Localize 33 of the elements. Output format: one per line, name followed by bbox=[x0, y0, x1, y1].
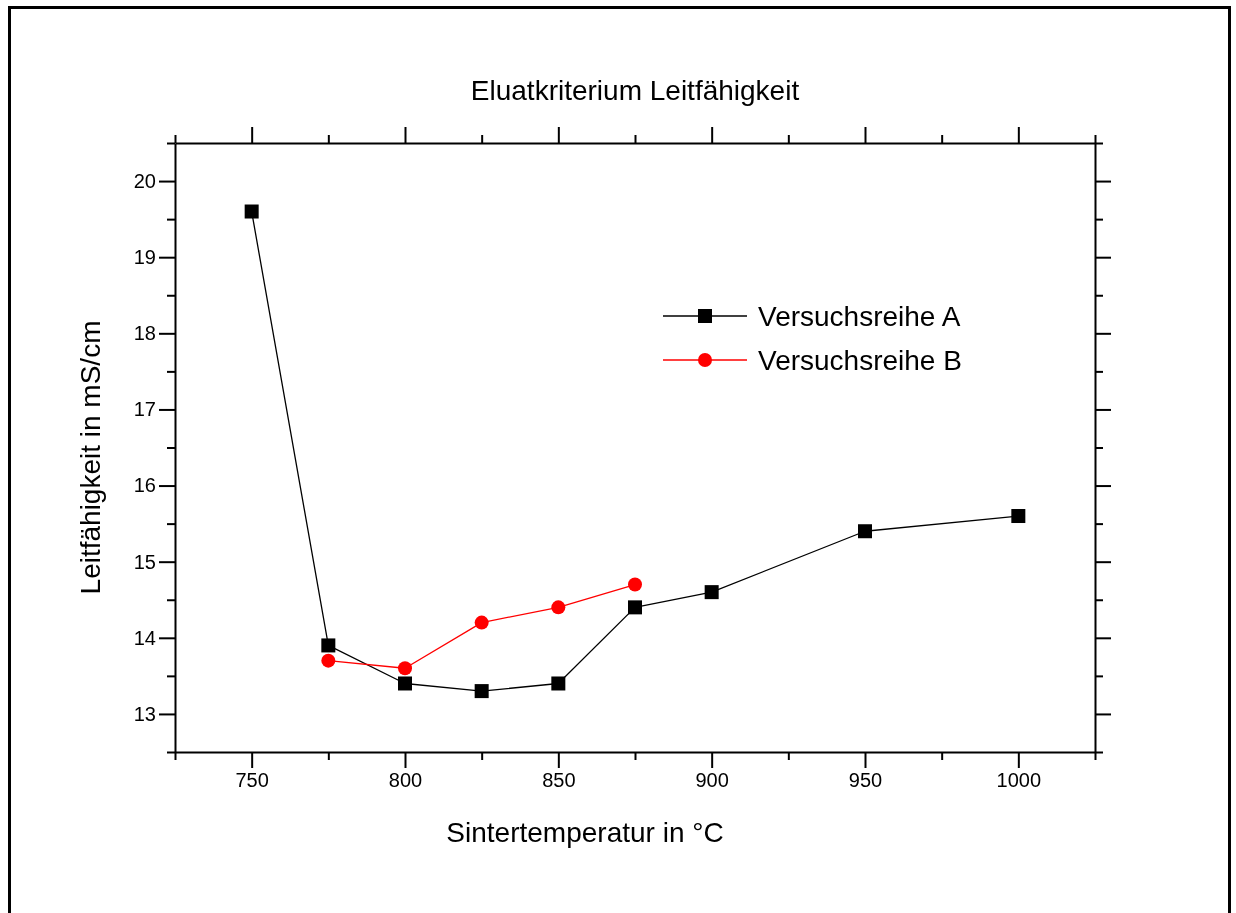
legend-label: Versuchsreihe B bbox=[758, 345, 962, 376]
y-tick-label: 17 bbox=[133, 398, 156, 421]
y-tick-label: 13 bbox=[133, 702, 156, 725]
y-tick-label: 20 bbox=[133, 169, 156, 192]
y-tick-label: 15 bbox=[133, 550, 156, 573]
point bbox=[321, 638, 336, 653]
x-tick-label: 950 bbox=[848, 769, 883, 791]
x-axis-title: Sintertemperatur in °C bbox=[446, 817, 724, 848]
x-tick-label: 800 bbox=[388, 769, 423, 791]
x-tick-label: 900 bbox=[695, 769, 729, 791]
legend-label: Versuchsreihe A bbox=[758, 301, 961, 332]
point bbox=[858, 524, 872, 539]
x-tick-label: 850 bbox=[542, 769, 576, 791]
point bbox=[551, 600, 566, 615]
y-tick-label: 19 bbox=[133, 246, 156, 269]
point bbox=[628, 600, 642, 615]
point bbox=[551, 676, 566, 691]
point bbox=[398, 661, 412, 676]
chart-title: Eluatkriterium Leitfähigkeit bbox=[470, 75, 800, 106]
y-tick-label: 18 bbox=[133, 322, 156, 345]
point bbox=[628, 577, 642, 592]
y-axis-title: Leitfähigkeit in mS/cm bbox=[75, 320, 106, 595]
point bbox=[321, 653, 336, 668]
x-tick-label: 750 bbox=[235, 769, 269, 791]
point bbox=[398, 676, 412, 691]
y-tick-label: 16 bbox=[133, 474, 156, 497]
y-tick-label: 14 bbox=[133, 626, 156, 649]
point bbox=[474, 684, 489, 699]
point bbox=[1011, 509, 1026, 524]
point bbox=[704, 585, 719, 600]
point bbox=[474, 615, 489, 630]
point bbox=[244, 204, 259, 219]
x-tick-label: 1000 bbox=[996, 769, 1042, 791]
